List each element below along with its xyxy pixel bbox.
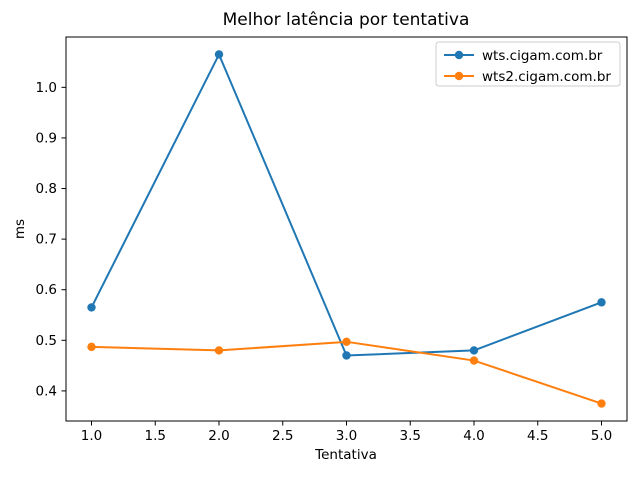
x-tick-label: 1.0 [81, 428, 102, 444]
x-tick-label: 3.0 [336, 428, 357, 444]
legend-marker [454, 71, 464, 81]
x-tick-label: 2.0 [208, 428, 229, 444]
legend-label: wts.cigam.com.br [482, 48, 603, 64]
legend-frame [435, 41, 621, 87]
data-point-series-0 [597, 298, 606, 307]
data-point-series-0 [214, 50, 224, 59]
series-group [87, 50, 606, 408]
data-point-series-0 [342, 351, 351, 360]
y-axis-label: ms [12, 219, 28, 239]
plot-frame [65, 36, 628, 422]
plot-area [66, 37, 627, 421]
legend-marker [454, 50, 464, 60]
data-point-series-1 [469, 356, 479, 365]
legend-entry-series-0: wts.cigam.com.br [444, 48, 603, 64]
x-axis-ticks: 1.0 1.5 2.0 2.5 3.0 3.5 4.0 4.5 5.0 [81, 421, 612, 444]
legend-entry-series-1: wts2.cigam.com.br [444, 69, 611, 85]
y-tick-label: 1.0 [36, 80, 57, 96]
y-tick-label: 0.7 [36, 232, 57, 248]
data-point-series-0 [469, 346, 479, 355]
data-point-series-1 [214, 346, 224, 355]
x-tick-label: 3.5 [400, 428, 421, 444]
x-tick-label: 4.0 [463, 428, 484, 444]
y-tick-label: 0.8 [36, 181, 57, 197]
x-tick-label: 1.5 [145, 428, 166, 444]
y-tick-label: 0.9 [36, 130, 57, 146]
legend-label: wts2.cigam.com.br [482, 69, 611, 85]
y-tick-label: 0.6 [36, 282, 57, 298]
data-point-series-1 [342, 337, 351, 347]
x-tick-label: 2.5 [272, 428, 293, 444]
data-point-series-0 [87, 303, 96, 312]
y-tick-label: 0.4 [36, 383, 57, 399]
legend: wts.cigam.com.br wts2.cigam.com.br [435, 41, 621, 87]
x-axis-label: Tentativa [314, 447, 377, 463]
x-tick-label: 5.0 [591, 428, 612, 444]
y-tick-label: 0.5 [36, 333, 57, 349]
x-tick-label: 4.5 [527, 428, 548, 444]
chart-title: Melhor latência por tentativa [223, 10, 470, 30]
y-axis-ticks: 0.4 0.5 0.6 0.7 0.8 0.9 1.0 [36, 80, 66, 399]
data-point-series-1 [597, 399, 606, 408]
data-point-series-1 [87, 342, 96, 352]
